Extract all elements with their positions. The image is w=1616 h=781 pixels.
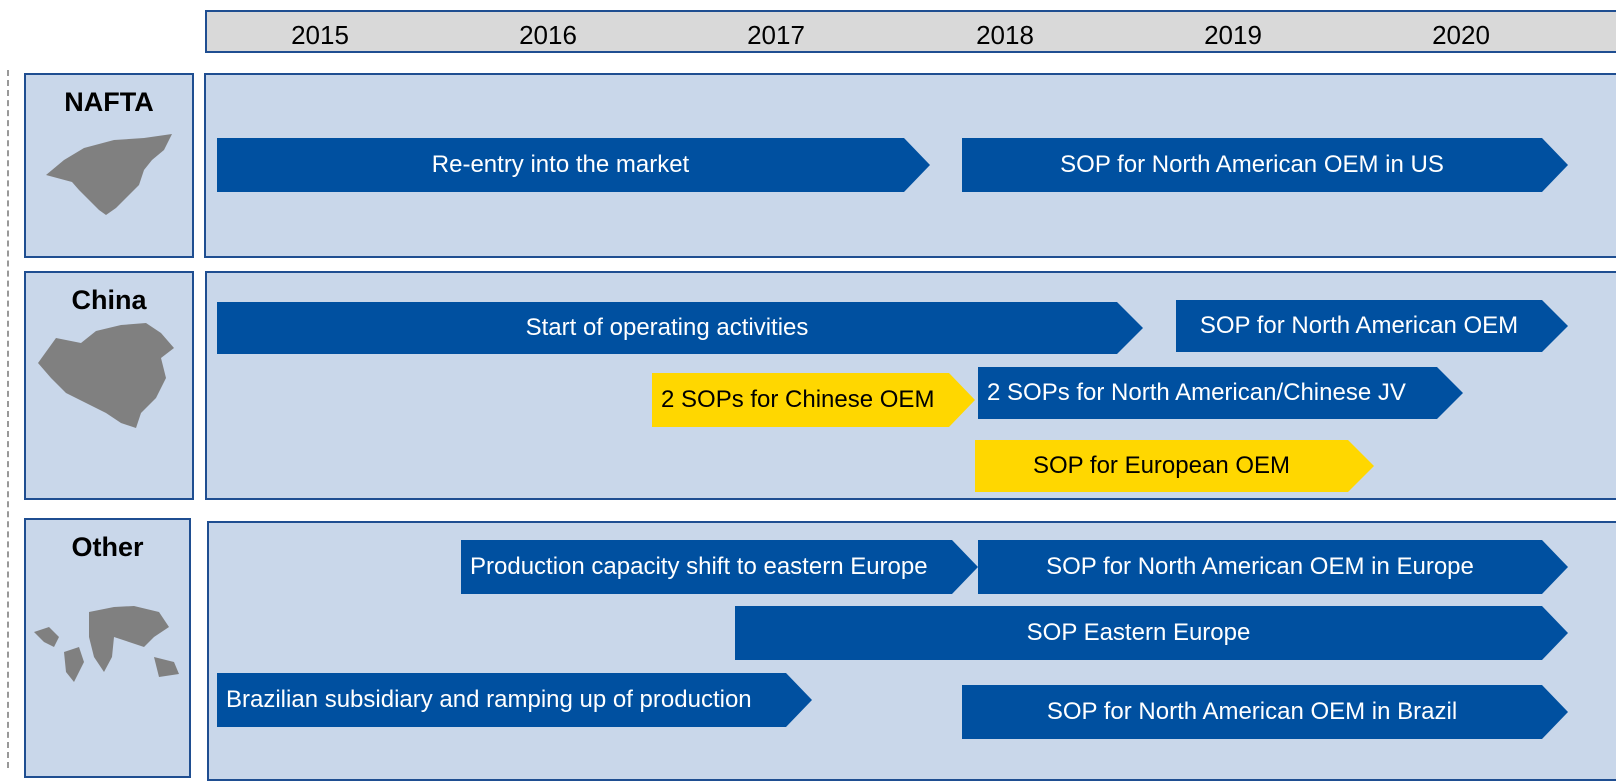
map-icon	[46, 134, 172, 215]
region-box: Other	[24, 518, 191, 778]
region-label: China	[71, 285, 147, 315]
year-label: 2017	[747, 20, 805, 50]
milestone-bar: 2 SOPs for North American/Chinese JV	[978, 367, 1463, 419]
milestone-bar: SOP Eastern Europe	[735, 606, 1568, 660]
year-label: 2019	[1204, 20, 1262, 50]
milestone-bar: Re-entry into the market	[217, 138, 930, 192]
year-label: 2015	[291, 20, 349, 50]
milestone-bar: SOP for European OEM	[975, 440, 1374, 492]
milestone-bar: SOP for North American OEM	[1176, 300, 1568, 352]
year-label: 2020	[1432, 20, 1490, 50]
map-icon	[38, 323, 174, 428]
milestone-bar: Production capacity shift to eastern Eur…	[461, 540, 978, 594]
milestone-bar: Brazilian subsidiary and ramping up of p…	[217, 673, 812, 727]
region-box: NAFTA	[24, 73, 194, 258]
milestone-bar: SOP for North American OEM in Europe	[978, 540, 1568, 594]
milestone-bar: SOP for North American OEM in Brazil	[962, 685, 1568, 739]
year-label: 2016	[519, 20, 577, 50]
dashed-line	[7, 70, 9, 768]
milestone-bar: 2 SOPs for Chinese OEM	[652, 373, 975, 427]
year-header	[205, 10, 1616, 53]
region-label: NAFTA	[64, 87, 154, 117]
year-label: 2018	[976, 20, 1034, 50]
map-icon	[34, 606, 179, 682]
milestone-bar: SOP for North American OEM in US	[962, 138, 1568, 192]
region-label: Other	[71, 532, 144, 562]
region-box: China	[24, 271, 194, 500]
milestone-bar: Start of operating activities	[217, 302, 1143, 354]
